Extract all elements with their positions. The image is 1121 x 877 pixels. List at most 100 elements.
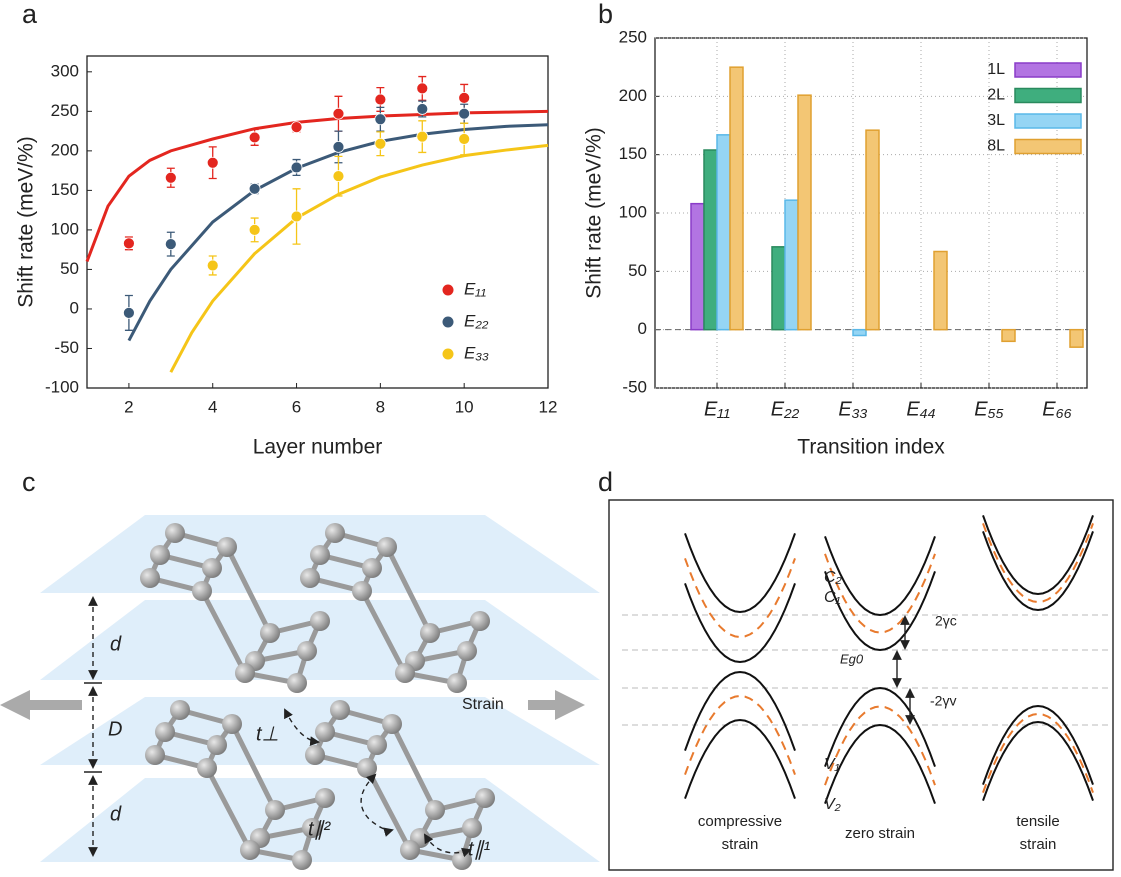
band-curve xyxy=(982,720,1094,801)
band-diagram: C₂ C₁ V₁ V₂ 2γc Eg0 -2γv compressive str… xyxy=(608,499,1114,871)
data-point xyxy=(374,113,387,126)
spacing-label: d xyxy=(110,633,122,655)
caption: compressive xyxy=(698,813,782,830)
legend-swatch xyxy=(1014,113,1082,129)
hopping-label: t∥² xyxy=(308,818,332,840)
legend-label: 2L xyxy=(987,87,1005,104)
legend-label: E₃₃ xyxy=(464,343,489,362)
legend-label: 8L xyxy=(987,138,1005,155)
x-tick-label: E₃₃ xyxy=(838,398,867,420)
data-point xyxy=(374,137,387,150)
caption: strain xyxy=(722,836,759,853)
data-point xyxy=(206,156,219,169)
data-point xyxy=(458,107,471,120)
y-axis-title: Shift rate (meV/%) xyxy=(15,136,38,308)
legend-marker xyxy=(442,348,454,360)
data-point xyxy=(206,259,219,272)
y-tick-label: 250 xyxy=(51,101,79,120)
spacing-label: D xyxy=(108,718,122,740)
gap-label: -2γv xyxy=(930,693,956,709)
band-curve xyxy=(684,583,796,664)
legend-swatch xyxy=(1014,138,1082,155)
y-tick-label: 100 xyxy=(619,202,647,221)
data-point xyxy=(374,93,387,106)
y-tick-label: -50 xyxy=(54,338,79,357)
band-label: C₂ xyxy=(824,569,842,586)
band-curve xyxy=(824,686,936,767)
y-tick-label: 0 xyxy=(70,298,79,317)
band-label: V₂ xyxy=(824,796,841,813)
hopping-arrow xyxy=(423,833,472,858)
x-axis-title: Transition index xyxy=(797,436,945,459)
x-tick-label: 2 xyxy=(124,397,133,416)
bar xyxy=(1069,328,1084,348)
bar xyxy=(933,250,948,331)
strain-label: Strain xyxy=(462,696,504,713)
x-tick-label: E₂₂ xyxy=(771,398,800,420)
layer-diagram: Strain d D d t⊥ t∥² t∥¹ xyxy=(0,515,600,870)
plot-frame xyxy=(86,55,549,389)
data-point xyxy=(123,307,135,319)
legend-swatch xyxy=(1014,87,1082,104)
y-tick-label: -50 xyxy=(622,377,647,396)
data-point xyxy=(416,82,429,95)
strain-arrow xyxy=(0,690,82,720)
hopping-label: t⊥ xyxy=(256,723,279,745)
band-curve xyxy=(824,571,936,652)
data-point xyxy=(164,171,177,184)
data-point xyxy=(248,131,261,144)
x-tick-label: E₆₆ xyxy=(1042,398,1071,420)
fit-line xyxy=(127,123,549,342)
y-tick-label: 0 xyxy=(638,319,647,338)
y-tick-label: -100 xyxy=(45,377,79,396)
data-point xyxy=(458,91,471,104)
legend-label: 1L xyxy=(987,61,1005,78)
fit-line xyxy=(85,109,549,263)
x-tick-label: 6 xyxy=(292,397,301,416)
panel-label: c xyxy=(22,467,36,497)
y-tick-label: 50 xyxy=(60,259,79,278)
panel-label: d xyxy=(598,467,613,497)
band-curve xyxy=(982,523,1094,604)
panel-label: b xyxy=(598,0,613,29)
bar xyxy=(797,94,812,331)
data-point xyxy=(164,238,177,251)
data-point xyxy=(248,224,261,236)
bar xyxy=(1001,328,1016,343)
band-curve xyxy=(684,670,796,751)
data-point xyxy=(416,103,429,115)
band-curve xyxy=(684,533,796,614)
band-curve xyxy=(982,531,1094,612)
data-point xyxy=(416,130,429,143)
bar xyxy=(703,149,718,331)
data-point xyxy=(290,210,303,223)
hopping-arrow xyxy=(284,708,320,746)
caption: strain xyxy=(1020,836,1057,853)
band-label: V₁ xyxy=(824,756,840,773)
y-tick-label: 150 xyxy=(619,144,647,163)
y-tick-label: 250 xyxy=(619,27,647,46)
layer-plane xyxy=(40,600,600,680)
data-point xyxy=(332,170,345,183)
band-curve xyxy=(824,536,936,617)
x-axis-title: Layer number xyxy=(253,436,383,459)
y-tick-label: 200 xyxy=(51,140,79,159)
bar xyxy=(729,66,744,331)
band-curve xyxy=(824,723,936,804)
strain-arrow xyxy=(528,690,585,720)
legend-marker xyxy=(442,284,454,296)
x-tick-label: 8 xyxy=(376,397,385,416)
bar xyxy=(852,328,867,337)
x-tick-label: 12 xyxy=(539,397,558,416)
hopping-label: t∥¹ xyxy=(468,838,491,860)
data-point xyxy=(290,121,303,134)
bar xyxy=(784,199,799,331)
data-point xyxy=(458,133,471,145)
y-tick-label: 300 xyxy=(51,61,79,80)
x-tick-label: 4 xyxy=(208,397,217,416)
band-curve xyxy=(982,515,1094,596)
gap-label: 2γc xyxy=(935,613,957,629)
y-tick-label: 100 xyxy=(51,219,79,238)
frame xyxy=(608,499,1114,871)
